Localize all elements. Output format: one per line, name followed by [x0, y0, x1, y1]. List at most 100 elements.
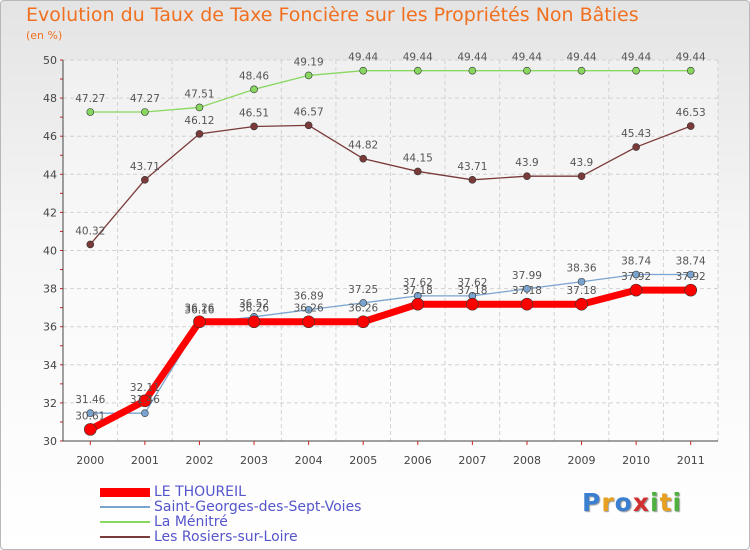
- y-tick-label: 36: [43, 321, 57, 334]
- data-label-2: 49.44: [457, 52, 487, 64]
- data-point-2: [632, 66, 640, 75]
- y-tick-label: 50: [43, 54, 57, 67]
- data-point-2: [195, 103, 204, 112]
- data-label-2: 47.27: [75, 93, 105, 105]
- data-label-0: 37.18: [403, 285, 433, 297]
- logo-letter: r: [601, 488, 615, 517]
- data-point-0: [575, 297, 588, 311]
- proxiti-logo: Proxiti: [582, 488, 682, 517]
- data-label-3: 44.15: [403, 152, 433, 164]
- data-point-3: [686, 122, 695, 130]
- data-point-2: [413, 66, 422, 75]
- x-tick-label: 2007: [458, 454, 486, 467]
- data-point-0: [684, 283, 698, 297]
- data-label-0: 37.92: [621, 271, 651, 283]
- x-tick-label: 2004: [295, 454, 323, 467]
- data-label-0: 37.92: [676, 271, 706, 283]
- data-label-1: 37.99: [512, 270, 542, 282]
- data-label-3: 46.12: [184, 115, 214, 127]
- series-line-2: [90, 70, 691, 113]
- data-point-1: [359, 299, 368, 307]
- data-label-3: 40.32: [75, 225, 105, 237]
- data-label-0: 37.18: [567, 285, 597, 297]
- y-tick-label: 42: [43, 206, 57, 219]
- data-point-0: [247, 315, 261, 329]
- y-tick-label: 40: [43, 245, 57, 258]
- data-point-3: [86, 240, 95, 249]
- logo-letter: t: [659, 488, 673, 517]
- data-label-0: 36.26: [294, 303, 324, 315]
- x-tick-label: 2000: [76, 454, 104, 467]
- data-label-1: 38.36: [567, 263, 597, 275]
- data-label-1: 31.46: [130, 394, 160, 406]
- data-point-1: [632, 270, 640, 279]
- x-tick-label: 2009: [568, 454, 596, 467]
- data-point-3: [359, 154, 368, 163]
- series-line-0: [88, 286, 691, 433]
- data-point-2: [577, 66, 586, 75]
- x-tick-label: 2011: [677, 454, 705, 467]
- data-label-2: 48.46: [239, 70, 269, 82]
- data-point-1: [86, 409, 95, 417]
- data-label-2: 49.44: [676, 52, 706, 64]
- logo-letter: i: [650, 488, 660, 517]
- logo-letter: P: [582, 488, 602, 517]
- legend-swatch-les-rosiers: [100, 536, 150, 538]
- data-point-3: [413, 167, 422, 176]
- data-label-0: 30.61: [75, 410, 105, 422]
- y-tick-label: 48: [43, 92, 57, 105]
- data-point-1: [523, 284, 531, 293]
- data-point-0: [356, 315, 370, 329]
- data-point-3: [250, 122, 258, 131]
- legend-swatch-le-thoureil: [100, 488, 150, 497]
- y-tick-label: 30: [43, 435, 57, 448]
- data-point-2: [359, 66, 368, 75]
- data-label-3: 46.53: [676, 107, 706, 119]
- data-label-0: 37.18: [457, 285, 487, 297]
- x-tick-label: 2001: [131, 454, 159, 467]
- data-label-3: 43.71: [130, 161, 160, 173]
- logo-letter: x: [632, 488, 650, 517]
- logo-letter: o: [614, 488, 633, 517]
- data-point-2: [141, 108, 149, 116]
- data-label-2: 49.44: [403, 52, 433, 64]
- data-point-0: [411, 297, 425, 311]
- data-label-3: 43.9: [515, 157, 538, 169]
- data-label-3: 44.82: [348, 140, 378, 152]
- data-point-2: [250, 85, 258, 94]
- y-tick-label: 46: [43, 130, 57, 143]
- y-tick-label: 32: [43, 397, 57, 410]
- data-point-3: [577, 172, 586, 181]
- legend-label-la-menitre: La Ménitré: [154, 514, 228, 530]
- y-tick-label: 34: [43, 359, 57, 372]
- data-label-1: 38.74: [621, 256, 651, 268]
- data-point-3: [195, 130, 204, 138]
- data-point-0: [83, 423, 97, 436]
- data-point-0: [138, 394, 152, 408]
- data-point-0: [193, 315, 206, 329]
- data-point-2: [686, 66, 695, 75]
- data-point-3: [632, 143, 640, 151]
- data-point-0: [302, 315, 315, 329]
- x-tick-label: 2008: [513, 454, 541, 467]
- data-point-0: [520, 297, 534, 311]
- data-label-2: 49.44: [512, 52, 542, 64]
- legend-label-saint-georges: Saint-Georges-des-Sept-Voies: [154, 499, 362, 515]
- chart-subtitle: (en %): [26, 29, 63, 42]
- x-tick-label: 2010: [622, 454, 650, 467]
- data-label-1: 36.89: [294, 291, 324, 303]
- data-label-3: 46.57: [294, 106, 324, 118]
- data-label-1: 38.74: [676, 256, 706, 268]
- data-point-3: [141, 176, 149, 184]
- data-point-1: [304, 305, 313, 314]
- data-label-3: 43.9: [570, 157, 593, 169]
- data-point-1: [141, 409, 149, 417]
- x-tick-label: 2006: [404, 454, 432, 467]
- data-label-1: 37.62: [403, 277, 433, 289]
- data-point-0: [466, 297, 479, 311]
- data-label-0: 37.18: [512, 285, 542, 297]
- x-tick-label: 2003: [240, 454, 268, 467]
- data-point-2: [523, 66, 531, 75]
